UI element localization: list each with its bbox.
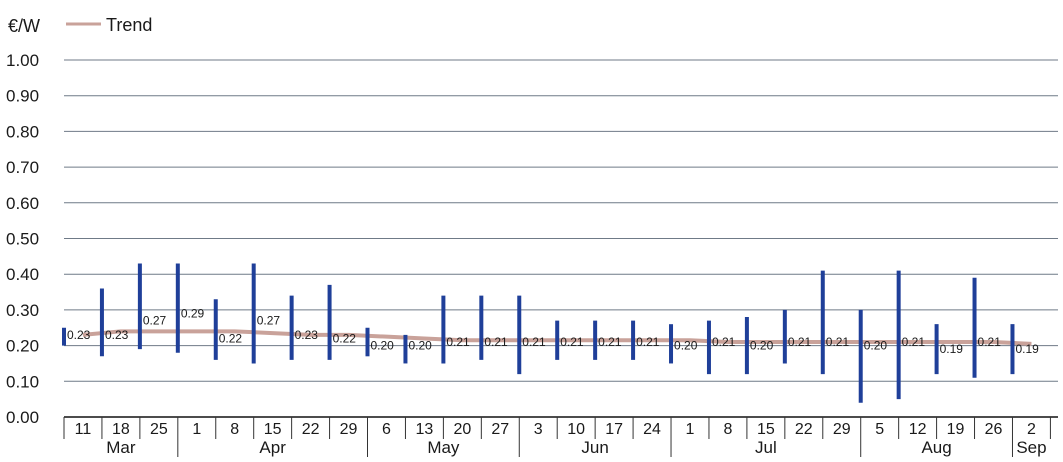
data-label: 0.20 bbox=[371, 339, 395, 353]
data-label: 0.23 bbox=[67, 328, 91, 342]
x-tick-label: 29 bbox=[340, 421, 358, 438]
data-label: 0.21 bbox=[978, 335, 1002, 349]
data-label: 0.23 bbox=[295, 328, 319, 342]
data-label: 0.22 bbox=[333, 331, 357, 345]
data-label: 0.21 bbox=[712, 335, 736, 349]
x-tick-label: 24 bbox=[643, 421, 661, 438]
x-tick-label: 8 bbox=[723, 421, 732, 438]
data-label: 0.21 bbox=[446, 335, 470, 349]
x-tick-label: 20 bbox=[453, 421, 471, 438]
x-tick-label: 13 bbox=[416, 421, 434, 438]
legend: €/W Trend bbox=[8, 15, 152, 36]
month-label: Aug bbox=[921, 438, 951, 457]
y-tick-label: 1.00 bbox=[6, 51, 39, 70]
x-tick-label: 10 bbox=[567, 421, 585, 438]
x-tick-label: 22 bbox=[795, 421, 813, 438]
x-tick-label: 18 bbox=[112, 421, 130, 438]
data-label: 0.29 bbox=[181, 306, 205, 320]
data-label: 0.22 bbox=[219, 331, 243, 345]
data-label: 0.21 bbox=[560, 335, 584, 349]
y-tick-label: 0.20 bbox=[6, 337, 39, 356]
y-tick-label: 0.80 bbox=[6, 122, 39, 141]
data-label: 0.23 bbox=[105, 328, 129, 342]
data-label: 0.21 bbox=[636, 335, 660, 349]
y-tick-label: 0.10 bbox=[6, 372, 39, 391]
x-tick-label: 6 bbox=[382, 421, 391, 438]
x-tick-label: 17 bbox=[605, 421, 623, 438]
x-tick-label: 1 bbox=[192, 421, 201, 438]
y-tick-label: 0.30 bbox=[6, 301, 39, 320]
y-tick-label: 0.60 bbox=[6, 194, 39, 213]
y-tick-label: 0.40 bbox=[6, 265, 39, 284]
data-labels: 0.23 0.23 0.27 0.29 0.22 0.27 0.23 0.22 0.20 0.20… bbox=[67, 306, 1039, 356]
x-tick-label: 1 bbox=[686, 421, 695, 438]
y-tick-label: 0.00 bbox=[6, 408, 39, 427]
y-tick-label: 0.70 bbox=[6, 158, 39, 177]
y-axis-ticks: 0.00 0.10 0.20 0.30 0.40 0.50 0.60 0.70 0.80 0.90… bbox=[6, 51, 39, 427]
month-label: Mar bbox=[106, 438, 136, 457]
data-label: 0.27 bbox=[257, 314, 281, 328]
grid bbox=[64, 59, 1058, 382]
x-tick-label: 5 bbox=[875, 421, 884, 438]
x-tick-label: 29 bbox=[833, 421, 851, 438]
x-tick-label: 3 bbox=[534, 421, 543, 438]
data-label: 0.21 bbox=[826, 335, 850, 349]
x-tick-label: 12 bbox=[909, 421, 927, 438]
x-tick-label: 27 bbox=[491, 421, 509, 438]
month-label: Sep bbox=[1016, 438, 1046, 457]
data-label: 0.21 bbox=[484, 335, 508, 349]
range-bars bbox=[62, 263, 1015, 403]
data-label: 0.21 bbox=[522, 335, 546, 349]
data-label: 0.21 bbox=[788, 335, 812, 349]
x-tick-label: 15 bbox=[264, 421, 282, 438]
month-label: Jul bbox=[755, 438, 777, 457]
data-label: 0.20 bbox=[864, 339, 888, 353]
data-label: 0.27 bbox=[143, 314, 167, 328]
data-label: 0.21 bbox=[902, 335, 926, 349]
x-tick-label: 15 bbox=[757, 421, 775, 438]
x-axis: 11 18 25 1 8 15 22 29 6 13 20 27 3 10 17 24 1 8 15 22 29 5 12 1… bbox=[63, 416, 1058, 457]
data-label: 0.20 bbox=[750, 339, 774, 353]
x-tick-label: 8 bbox=[230, 421, 239, 438]
data-label: 0.19 bbox=[940, 342, 964, 356]
y-tick-label: 0.50 bbox=[6, 230, 39, 249]
x-tick-label: 26 bbox=[985, 421, 1003, 438]
legend-trend-label: Trend bbox=[106, 15, 152, 35]
data-label: 0.20 bbox=[408, 339, 432, 353]
x-tick-label: 22 bbox=[302, 421, 320, 438]
x-tick-label: 2 bbox=[1027, 421, 1036, 438]
month-label: Jun bbox=[581, 438, 608, 457]
x-tick-label: 11 bbox=[75, 421, 92, 438]
month-label: May bbox=[427, 438, 460, 457]
data-label: 0.19 bbox=[1015, 342, 1039, 356]
x-tick-label: 19 bbox=[947, 421, 965, 438]
y-axis-unit-label: €/W bbox=[8, 16, 40, 36]
x-tick-label: 25 bbox=[150, 421, 168, 438]
data-label: 0.21 bbox=[598, 335, 622, 349]
y-tick-label: 0.90 bbox=[6, 87, 39, 106]
month-label: Apr bbox=[259, 438, 286, 457]
data-label: 0.20 bbox=[674, 339, 698, 353]
